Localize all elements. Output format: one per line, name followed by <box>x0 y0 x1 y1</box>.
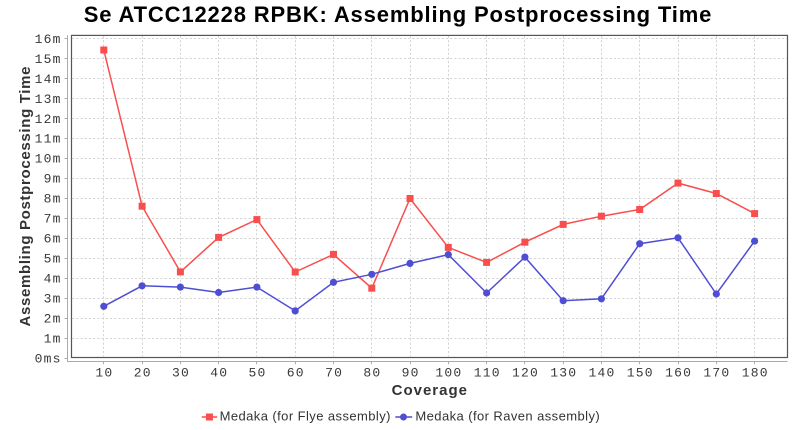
svg-text:180: 180 <box>742 366 769 381</box>
svg-text:120: 120 <box>512 366 539 381</box>
svg-text:170: 170 <box>703 366 730 381</box>
svg-text:110: 110 <box>474 366 501 381</box>
svg-text:10: 10 <box>95 366 113 381</box>
svg-text:Coverage: Coverage <box>392 382 468 399</box>
svg-text:15m: 15m <box>35 52 62 67</box>
svg-text:13m: 13m <box>35 92 62 107</box>
svg-text:14m: 14m <box>35 72 62 87</box>
svg-text:60: 60 <box>287 366 305 381</box>
svg-text:100: 100 <box>435 366 462 381</box>
svg-text:Assembling Postprocessing Time: Assembling Postprocessing Time <box>17 66 34 327</box>
svg-text:50: 50 <box>248 366 266 381</box>
svg-text:7m: 7m <box>44 212 62 227</box>
svg-text:70: 70 <box>325 366 343 381</box>
svg-text:80: 80 <box>363 366 381 381</box>
svg-text:16m: 16m <box>35 32 62 47</box>
svg-text:140: 140 <box>588 366 615 381</box>
svg-text:Medaka (for Raven assembly): Medaka (for Raven assembly) <box>415 408 600 423</box>
svg-text:Medaka (for Flye assembly): Medaka (for Flye assembly) <box>220 408 391 423</box>
svg-text:1m: 1m <box>44 331 62 346</box>
svg-text:4m: 4m <box>44 272 62 287</box>
svg-text:9m: 9m <box>44 172 62 187</box>
svg-text:30: 30 <box>172 366 190 381</box>
svg-text:3m: 3m <box>44 292 62 307</box>
svg-text:5m: 5m <box>44 252 62 267</box>
svg-text:20: 20 <box>134 366 152 381</box>
svg-text:130: 130 <box>550 366 577 381</box>
svg-text:40: 40 <box>210 366 228 381</box>
svg-text:90: 90 <box>402 366 420 381</box>
svg-text:11m: 11m <box>35 132 62 147</box>
svg-text:10m: 10m <box>35 152 62 167</box>
svg-text:160: 160 <box>665 366 692 381</box>
svg-text:6m: 6m <box>44 232 62 247</box>
svg-text:Se ATCC12228 RPBK: Assembling: Se ATCC12228 RPBK: Assembling Postproces… <box>84 2 713 27</box>
svg-text:2m: 2m <box>44 312 62 327</box>
svg-text:12m: 12m <box>35 112 62 127</box>
svg-text:8m: 8m <box>44 192 62 207</box>
svg-text:0ms: 0ms <box>35 351 62 366</box>
svg-text:150: 150 <box>627 366 654 381</box>
